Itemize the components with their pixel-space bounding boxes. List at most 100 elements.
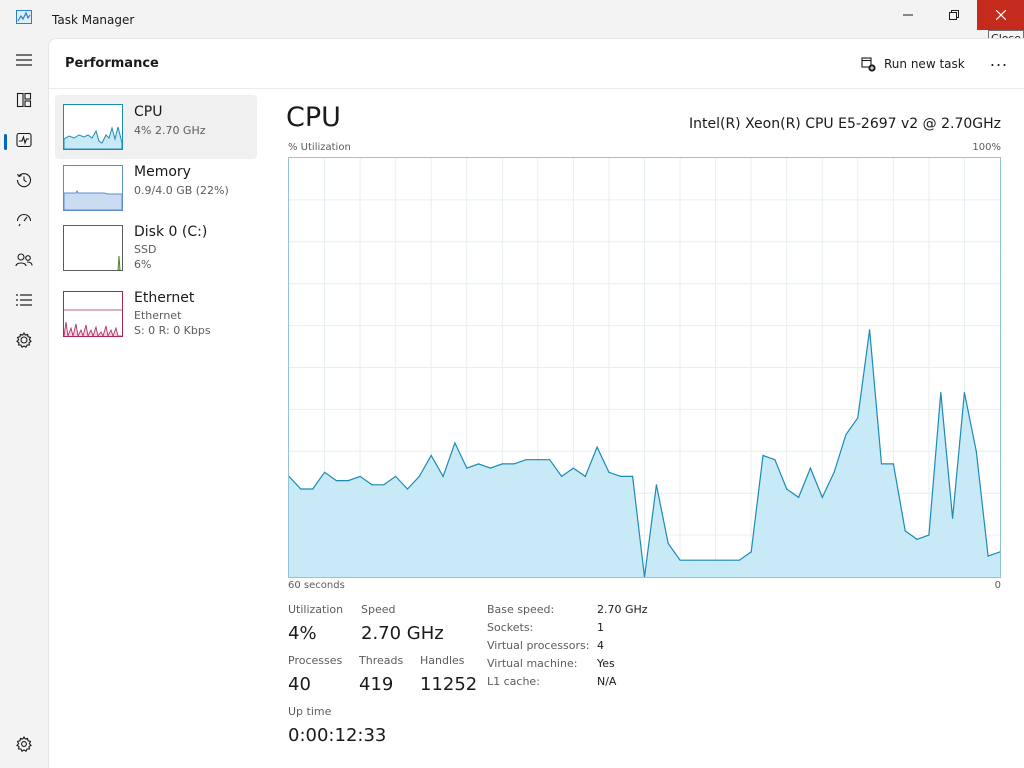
y-axis-label: % Utilization (288, 142, 351, 153)
cpu-data-point (608, 471, 610, 473)
cpu-data-point (880, 463, 883, 465)
active-indicator (4, 134, 7, 150)
nav-processes[interactable] (4, 82, 44, 118)
cpu-data-point (501, 463, 503, 465)
cpu-data-point (300, 488, 302, 490)
gear-icon (16, 736, 32, 752)
nav-details[interactable] (4, 282, 44, 318)
nav-services[interactable] (4, 322, 44, 358)
resource-cpu[interactable]: CPU 4% 2.70 GHz (55, 95, 257, 159)
cpu-data-point (833, 471, 835, 473)
speed-label: Speed (361, 603, 396, 616)
close-icon (995, 10, 1006, 20)
details-icon (16, 294, 32, 306)
cpu-data-point (916, 538, 918, 540)
startup-icon (16, 213, 32, 227)
cpu-data-point (667, 542, 669, 545)
y-max-label: 100% (972, 142, 1001, 153)
cpu-data-point (395, 475, 397, 477)
maximize-button[interactable] (931, 0, 977, 30)
close-button[interactable] (977, 0, 1024, 30)
threads-value: 419 (359, 674, 394, 695)
main-panel: Performance Run new task ... CPU 4% 2.70… (48, 38, 1024, 768)
run-new-task-button[interactable]: Run new task (861, 53, 965, 75)
cpu-utilization-graph (288, 157, 1001, 578)
cpu-data-point (691, 559, 693, 561)
cpu-data-point (466, 467, 468, 469)
cpu-data-point (940, 392, 942, 394)
cpu-data-point (715, 559, 717, 561)
title-bar: Task Manager (0, 0, 1024, 38)
memory-usage: 0.9/4.0 GB (22%) (134, 184, 229, 197)
ethernet-thumbnail (63, 291, 123, 337)
cpu-data-point (809, 467, 812, 469)
cpu-data-point (442, 475, 444, 477)
cpu-data-point (952, 517, 954, 519)
history-icon (16, 173, 32, 188)
nav-startup-apps[interactable] (4, 202, 44, 238)
cpu-data-point (798, 496, 800, 498)
detail-title: CPU (286, 102, 341, 133)
cpu-data-point (359, 475, 361, 477)
cpu-data-point (596, 446, 598, 448)
nav-app-history[interactable] (4, 162, 44, 198)
cpu-name: CPU (134, 104, 163, 120)
cpu-area-fill (289, 329, 1000, 577)
cpu-data-point (430, 454, 432, 457)
cpu-data-point (288, 475, 290, 477)
disk-type: SSD (134, 243, 157, 256)
performance-icon (16, 132, 32, 148)
cpu-data-point (418, 475, 420, 477)
cpu-graph-svg (288, 158, 1001, 578)
utilization-value: 4% (288, 623, 317, 644)
cpu-data-point (620, 475, 622, 477)
cpu-data-point (774, 459, 776, 461)
hamburger-button[interactable] (4, 42, 44, 78)
memory-thumbnail (63, 165, 123, 211)
cpu-model: Intel(R) Xeon(R) CPU E5-2697 v2 @ 2.70GH… (689, 116, 1001, 132)
spec-value: 1 (597, 621, 604, 634)
cpu-data-point (454, 442, 456, 444)
uptime-label: Up time (288, 705, 332, 718)
cpu-data-point (478, 463, 480, 465)
nav-performance[interactable] (4, 122, 44, 158)
utilization-label: Utilization (288, 603, 344, 616)
cpu-data-point (383, 484, 385, 486)
spec-label: L1 cache: (487, 675, 540, 688)
resource-disk[interactable]: Disk 0 (C:) SSD 6% (55, 219, 257, 283)
maximize-icon (949, 10, 959, 20)
cpu-data-point (987, 555, 989, 557)
nav-rail (0, 38, 48, 768)
hamburger-icon (16, 54, 32, 66)
disk-thumbnail (63, 225, 123, 271)
settings-button[interactable] (14, 734, 34, 754)
minimize-icon (903, 14, 913, 16)
memory-name: Memory (134, 164, 191, 180)
cpu-data-point (347, 480, 349, 482)
spec-value: 2.70 GHz (597, 603, 648, 616)
cpu-data-point (786, 488, 788, 490)
resource-memory[interactable]: Memory 0.9/4.0 GB (22%) (55, 159, 257, 223)
cpu-data-point (857, 417, 859, 419)
processes-value: 40 (288, 674, 311, 695)
resource-ethernet[interactable]: Ethernet Ethernet S: 0 R: 0 Kbps (55, 285, 257, 349)
disk-usage: 6% (134, 258, 152, 271)
processes-label: Processes (288, 654, 343, 667)
ethernet-throughput: S: 0 R: 0 Kbps (134, 324, 211, 337)
disk-name: Disk 0 (C:) (134, 224, 208, 240)
processes-icon (16, 92, 32, 108)
cpu-data-point (584, 475, 586, 477)
nav-users[interactable] (4, 242, 44, 278)
services-icon (16, 332, 32, 348)
spec-label: Base speed: (487, 603, 555, 616)
threads-label: Threads (359, 654, 404, 667)
cpu-data-point (845, 433, 847, 436)
cpu-data-point (750, 551, 752, 553)
minimize-button[interactable] (885, 0, 931, 30)
more-options-button[interactable]: ... (989, 51, 1009, 70)
cpu-data-point (975, 450, 977, 452)
cpu-data-point (513, 463, 515, 465)
spec-label: Sockets: (487, 621, 534, 634)
x-axis-left-label: 60 seconds (288, 580, 345, 591)
cpu-data-point (324, 471, 326, 473)
